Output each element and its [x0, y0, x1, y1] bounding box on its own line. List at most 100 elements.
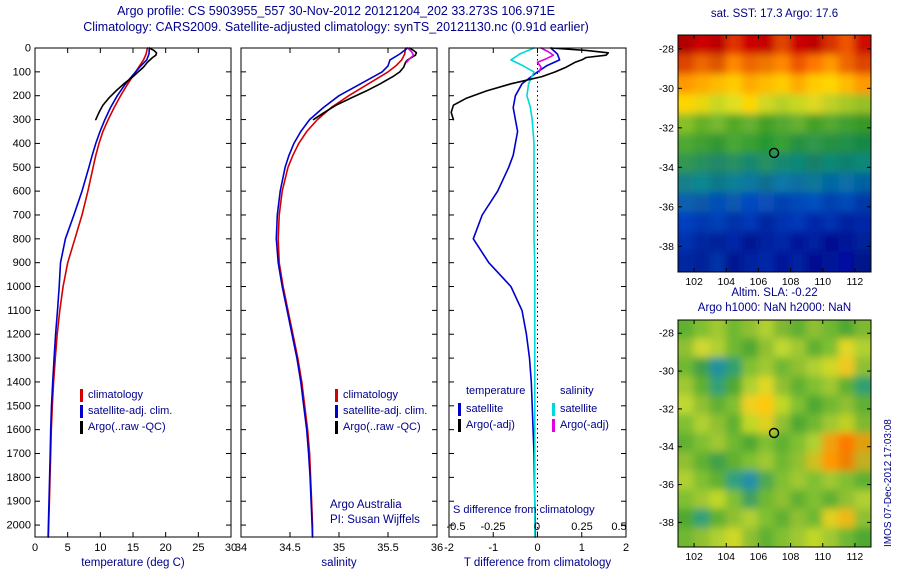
svg-text:800: 800 — [13, 233, 31, 245]
legend-item: satellite-adj. clim. — [80, 403, 172, 419]
svg-text:36: 36 — [431, 542, 443, 554]
sdiff-tick-label: -0.25 — [480, 521, 506, 533]
svg-text:34: 34 — [235, 542, 247, 554]
svg-text:-34: -34 — [659, 441, 674, 453]
legend-item: Argo(..raw -QC) — [335, 419, 427, 435]
svg-text:-30: -30 — [659, 366, 674, 378]
argo-line-icon — [335, 420, 338, 434]
legend-label: Argo(-adj) — [560, 419, 609, 431]
figure-title: Argo profile: CS 5903955_557 30-Nov-2012… — [117, 4, 555, 18]
svg-text:1000: 1000 — [7, 281, 31, 293]
annotation-line: PI: Susan Wijffels — [330, 514, 420, 526]
sdiff-tick-label: 0 — [533, 521, 541, 533]
satellite-line-icon — [552, 402, 555, 416]
svg-text:600: 600 — [13, 186, 31, 198]
svg-text:30: 30 — [225, 542, 237, 554]
satellite-line-icon — [80, 404, 83, 418]
tdiff-temperature-legend: temperature satellite Argo(-adj) — [458, 385, 525, 433]
svg-text:100: 100 — [13, 66, 31, 78]
legend-item: Argo(-adj) — [552, 417, 609, 433]
satellite-line-icon — [335, 404, 338, 418]
legend-label: satellite — [560, 403, 598, 415]
climatology-line-icon — [80, 388, 83, 402]
svg-text:300: 300 — [13, 114, 31, 126]
legend-label: satellite-adj. clim. — [88, 405, 173, 417]
svg-text:1900: 1900 — [7, 496, 31, 508]
svg-text:20: 20 — [160, 542, 172, 554]
svg-text:0: 0 — [25, 43, 31, 55]
svg-text:400: 400 — [13, 138, 31, 150]
svg-text:10: 10 — [94, 542, 106, 554]
legend-item: climatology — [80, 387, 172, 403]
svg-text:15: 15 — [127, 542, 139, 554]
svg-text:700: 700 — [13, 209, 31, 221]
legend-label: satellite — [466, 403, 504, 415]
legend-label: climatology — [88, 389, 144, 401]
svg-text:25: 25 — [192, 542, 204, 554]
sla-map-title: Altim. SLA: -0.22 — [731, 287, 818, 299]
timestamp-watermark: IMOS 07-Dec-2012 17:03:08 — [883, 419, 894, 547]
salinity-legend: climatology satellite-adj. clim. Argo(..… — [335, 387, 427, 435]
svg-text:-30: -30 — [659, 83, 674, 95]
legend-label: satellite-adj. clim. — [343, 405, 428, 417]
svg-text:1600: 1600 — [7, 424, 31, 436]
svg-text:35.5: 35.5 — [377, 542, 398, 554]
svg-text:-36: -36 — [659, 201, 674, 213]
temperature-axis-label: temperature (deg C) — [81, 557, 185, 569]
argo-adj-line-icon — [458, 418, 461, 432]
tdiff-axis-label: T difference from climatology — [463, 557, 612, 569]
legend-item: satellite — [458, 401, 525, 417]
svg-text:35: 35 — [333, 542, 345, 554]
argo-adj-line-icon — [552, 418, 555, 432]
legend-item: climatology — [335, 387, 427, 403]
sdiff-tick-label: 0.5 — [611, 521, 627, 533]
sdiff-tick-label: -0.5 — [446, 521, 466, 533]
legend-label: Argo(..raw -QC) — [343, 421, 421, 433]
legend-item: satellite — [552, 401, 609, 417]
sla-map-subtitle: Argo h1000: NaN h2000: NaN — [697, 302, 852, 314]
svg-text:106: 106 — [750, 276, 768, 288]
svg-text:-38: -38 — [659, 517, 674, 529]
svg-text:-1: -1 — [488, 542, 498, 554]
svg-text:-32: -32 — [659, 403, 674, 415]
tdiff-salinity-legend: salinity satellite Argo(-adj) — [552, 385, 609, 433]
svg-text:1200: 1200 — [7, 329, 31, 341]
svg-text:106: 106 — [750, 551, 768, 563]
svg-text:1500: 1500 — [7, 400, 31, 412]
legend-item: satellite-adj. clim. — [335, 403, 427, 419]
legend-item: Argo(..raw -QC) — [80, 419, 172, 435]
temperature-legend: climatology satellite-adj. clim. Argo(..… — [80, 387, 172, 435]
svg-text:112: 112 — [847, 276, 864, 288]
svg-text:102: 102 — [685, 276, 703, 288]
svg-text:-38: -38 — [659, 241, 674, 253]
svg-text:-32: -32 — [659, 122, 674, 134]
annotation-block: Argo Australia PI: Susan Wijffels — [330, 498, 420, 528]
svg-text:108: 108 — [782, 276, 800, 288]
annotation-line: Argo Australia — [330, 499, 402, 511]
svg-text:-34: -34 — [659, 162, 674, 174]
svg-text:104: 104 — [717, 276, 735, 288]
legend-label: Argo(-adj) — [466, 419, 515, 431]
sst-map-title: sat. SST: 17.3 Argo: 17.6 — [710, 8, 839, 20]
svg-text:-28: -28 — [659, 43, 674, 55]
legend-label: climatology — [343, 389, 399, 401]
svg-text:1: 1 — [579, 542, 585, 554]
legend-label: Argo(..raw -QC) — [88, 421, 166, 433]
svg-text:900: 900 — [13, 257, 31, 269]
svg-text:104: 104 — [717, 551, 735, 563]
svg-text:0: 0 — [32, 542, 38, 554]
svg-text:-2: -2 — [444, 542, 454, 554]
svg-text:1300: 1300 — [7, 353, 31, 365]
svg-text:0: 0 — [534, 542, 540, 554]
svg-text:108: 108 — [782, 551, 800, 563]
figure-subtitle: Climatology: CARS2009. Satellite-adjuste… — [83, 20, 589, 34]
svg-text:110: 110 — [814, 276, 831, 288]
svg-text:2: 2 — [623, 542, 629, 554]
svg-text:1700: 1700 — [7, 448, 31, 460]
satellite-line-icon — [458, 402, 461, 416]
argo-line-icon — [80, 420, 83, 434]
svg-text:34.5: 34.5 — [279, 542, 300, 554]
svg-text:1400: 1400 — [7, 376, 31, 388]
